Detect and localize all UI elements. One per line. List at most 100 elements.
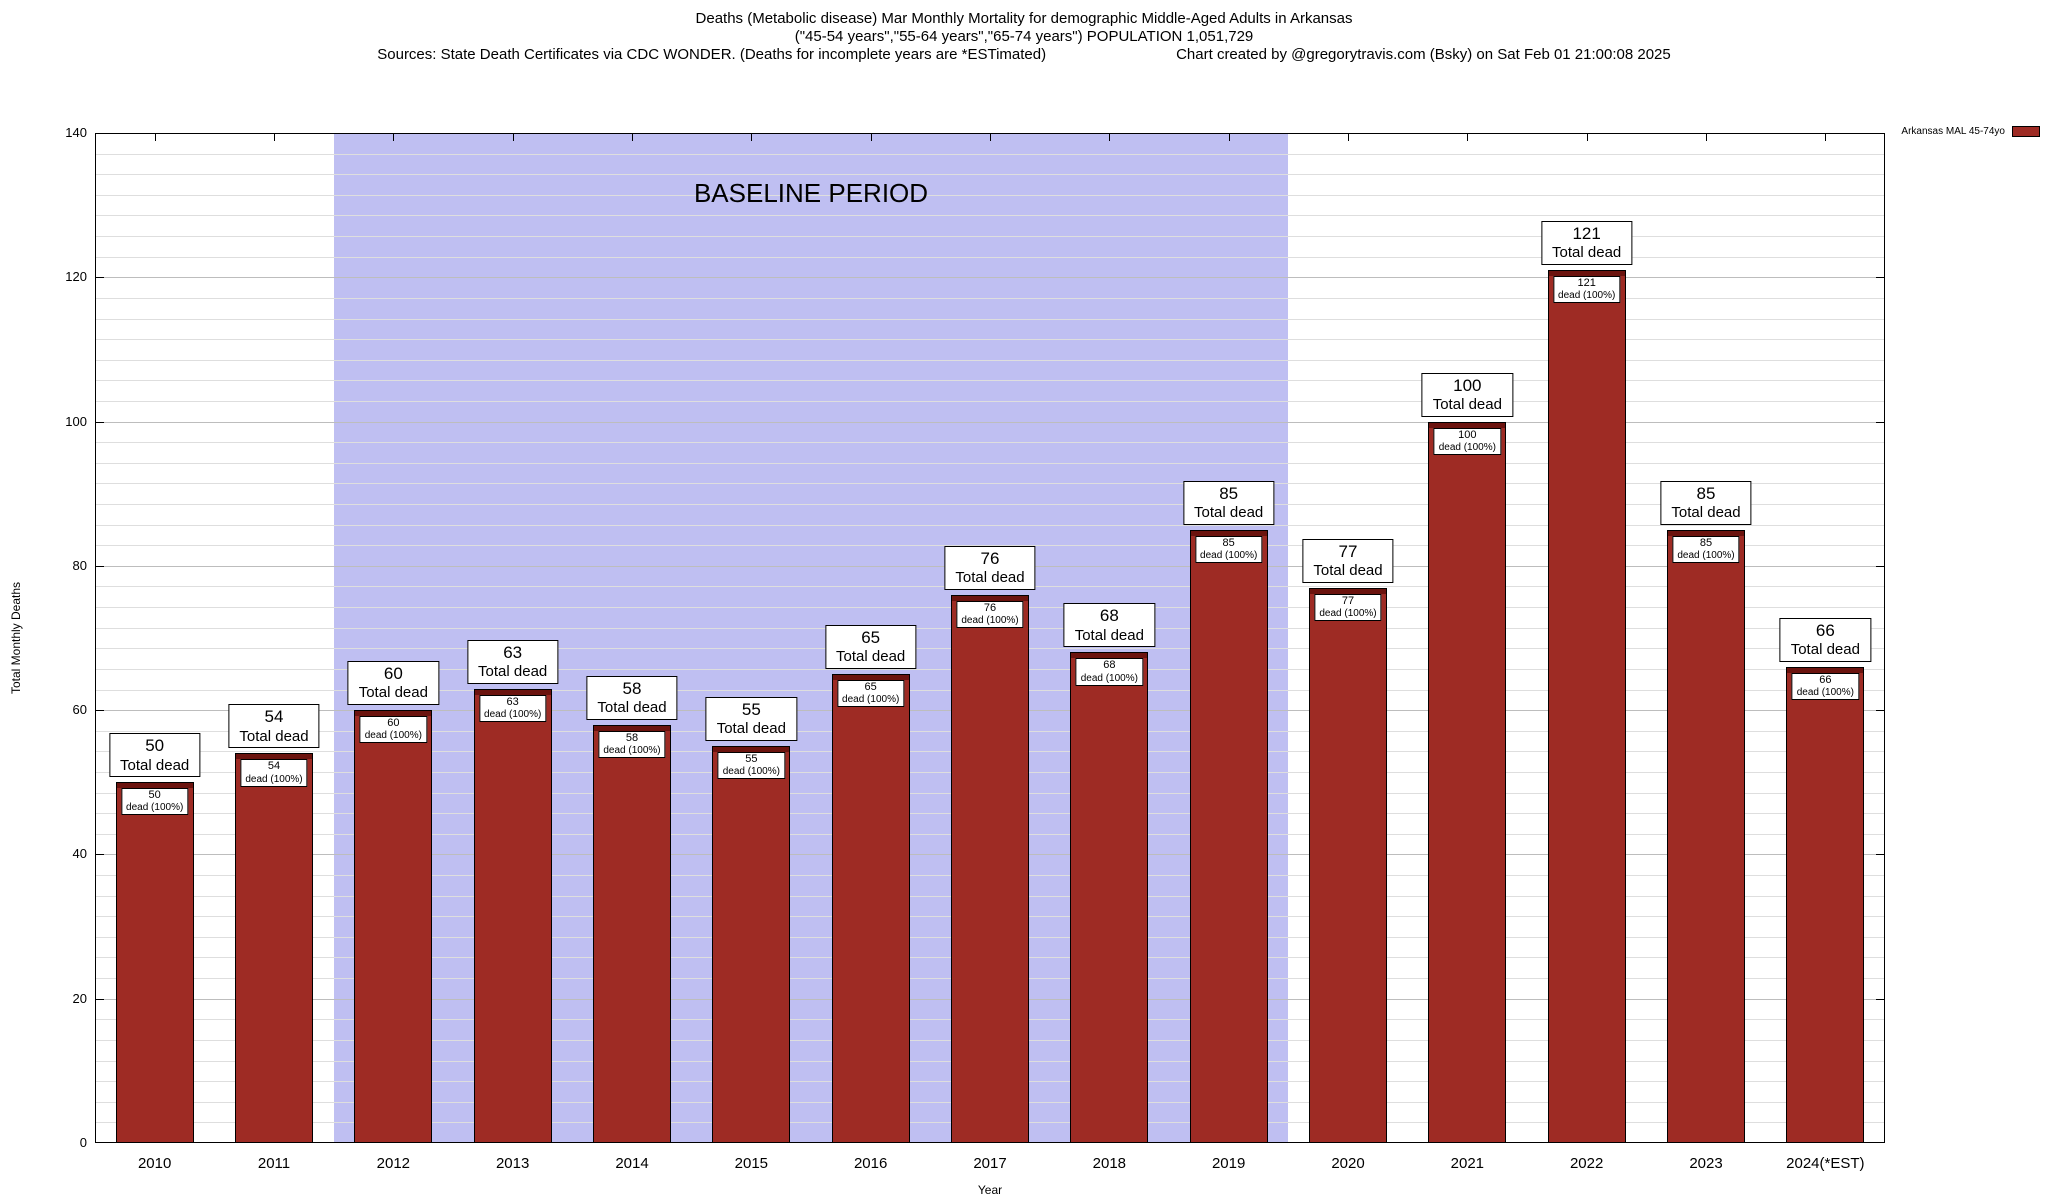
label-text: 50 <box>148 789 161 802</box>
x-tick-mark <box>274 134 275 141</box>
x-tick-mark <box>990 134 991 141</box>
label-text: Total dead <box>597 698 667 716</box>
bar <box>1189 529 1268 1143</box>
segment-label: 68 dead (100%) <box>1075 658 1143 686</box>
gridline <box>96 483 1884 485</box>
label-text: 76 <box>980 548 1000 568</box>
y-tick-mark <box>96 710 104 712</box>
gridline <box>96 400 1884 402</box>
bar <box>712 746 791 1143</box>
label-text: 121 <box>1572 224 1601 244</box>
segment-label: 76 dead (100%) <box>956 600 1024 628</box>
y-tick-mark <box>1876 421 1884 423</box>
x-tick-label: 2021 <box>1450 1155 1485 1172</box>
total-label: 68 Total dead <box>1063 603 1155 648</box>
label-text: 63 <box>503 642 523 662</box>
y-tick-mark <box>96 854 104 856</box>
x-tick-mark <box>1586 134 1588 141</box>
segment-label: 121 dead (100%) <box>1553 276 1621 304</box>
total-label: 50 Total dead <box>109 733 201 778</box>
label-text: 65 <box>861 628 881 648</box>
label-text: 55 <box>741 700 761 720</box>
total-label: 85 Total dead <box>1660 480 1752 525</box>
label-text: 60 <box>383 664 403 684</box>
total-label: 55 Total dead <box>705 697 797 742</box>
bar-top-cap <box>355 711 432 717</box>
segment-label: 100 dead (100%) <box>1433 427 1501 455</box>
y-tick-label: 80 <box>72 557 87 573</box>
label-text: dead (100%) <box>722 766 780 778</box>
gridline <box>96 318 1884 320</box>
bar-top-cap <box>116 783 193 789</box>
total-label: 77 Total dead <box>1302 538 1394 583</box>
label-text: 85 <box>1696 483 1716 503</box>
gridline <box>96 236 1884 238</box>
bar-top-cap <box>1429 422 1506 428</box>
legend-swatch <box>2012 126 2040 137</box>
label-text: Total dead <box>836 648 906 666</box>
segment-label: 66 dead (100%) <box>1791 672 1859 701</box>
label-text: dead (100%) <box>1558 290 1616 302</box>
gridline <box>96 462 1884 464</box>
segment-label: 60 dead (100%) <box>359 716 427 744</box>
bar-top-cap <box>1310 588 1386 594</box>
x-tick-mark <box>1228 134 1230 141</box>
total-label: 58 Total dead <box>586 675 678 720</box>
label-text: Total dead <box>358 684 428 702</box>
bar <box>831 674 910 1143</box>
x-tick-mark <box>1109 134 1111 141</box>
x-tick-mark <box>870 134 872 141</box>
segment-label: 77 dead (100%) <box>1314 593 1382 621</box>
label-text: 85 <box>1219 483 1239 503</box>
label-text: dead (100%) <box>364 730 422 742</box>
segment-label: 50 dead (100%) <box>121 788 189 816</box>
label-text: Total dead <box>1432 395 1502 413</box>
bar-top-cap <box>594 725 670 731</box>
chart-title-line2: ("45-54 years","55-64 years","65-74 year… <box>794 28 1254 45</box>
chart-title-line1: Deaths (Metabolic disease) Mar Monthly M… <box>695 10 1353 27</box>
bar-top-cap <box>1548 271 1625 277</box>
x-tick-mark <box>393 134 395 141</box>
label-text: 63 <box>506 695 519 708</box>
gridline <box>96 504 1884 506</box>
bar-top-cap <box>474 689 551 695</box>
x-tick-mark <box>1706 134 1707 141</box>
label-text: 68 <box>1103 659 1116 672</box>
gridline <box>96 277 1884 279</box>
bar <box>354 710 433 1143</box>
chart-title-line3: Sources: State Death Certificates via CD… <box>0 46 2048 63</box>
label-text: dead (100%) <box>1677 549 1735 561</box>
bar <box>1547 270 1626 1143</box>
x-tick-label: 2010 <box>137 1155 172 1172</box>
label-text: 54 <box>264 707 284 727</box>
label-text: 66 <box>1819 673 1832 686</box>
total-label: 60 Total dead <box>347 661 439 706</box>
bar <box>235 753 313 1143</box>
x-tick-mark <box>154 134 156 141</box>
x-tick-mark <box>1825 134 1827 141</box>
x-tick-mark <box>1467 134 1469 141</box>
total-label: 54 Total dead <box>228 704 320 749</box>
gridline <box>96 194 1884 196</box>
y-tick-mark <box>1876 854 1884 856</box>
y-tick-mark <box>96 277 104 279</box>
gridline <box>96 380 1884 382</box>
x-tick-label: 2023 <box>1689 1155 1723 1172</box>
bar-top-cap <box>952 595 1028 601</box>
bar-top-cap <box>1668 530 1744 536</box>
label-text: dead (100%) <box>484 708 542 720</box>
label-text: Total dead <box>1194 504 1264 522</box>
x-axis-title: Year <box>977 1183 1003 1197</box>
label-text: 65 <box>864 681 877 694</box>
label-text: 58 <box>622 678 642 698</box>
segment-label: 65 dead (100%) <box>837 680 905 708</box>
bar-top-cap <box>1787 667 1864 673</box>
x-tick-label: 2015 <box>734 1155 769 1172</box>
label-text: dead (100%) <box>1080 672 1138 684</box>
bar-top-cap <box>236 754 312 760</box>
label-text: dead (100%) <box>126 802 184 814</box>
label-text: Total dead <box>478 662 548 680</box>
x-tick-label: 2011 <box>257 1155 291 1172</box>
baseline-label: BASELINE PERIOD <box>693 178 929 208</box>
gridline <box>96 359 1884 361</box>
